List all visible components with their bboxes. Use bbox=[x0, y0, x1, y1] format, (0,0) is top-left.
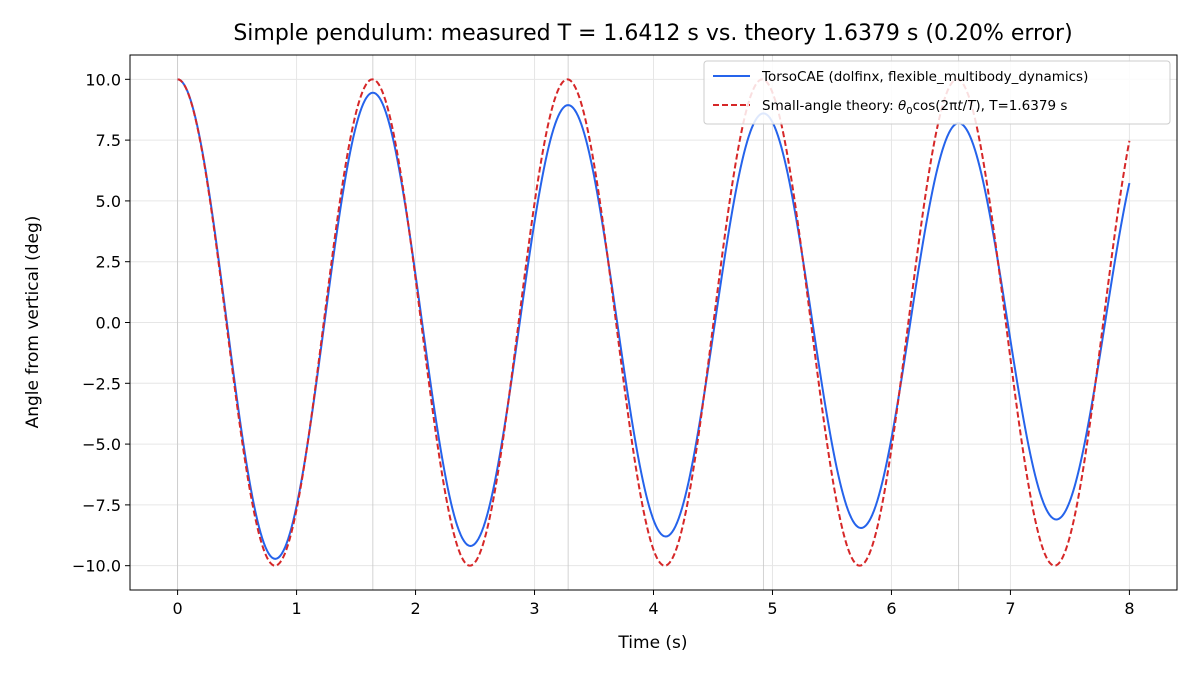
legend-label-theory: Small-angle theory: θ0cos(2πt/T), T=1.63… bbox=[762, 98, 1067, 117]
y-tick-label: 2.5 bbox=[96, 253, 121, 272]
series-layer bbox=[177, 78, 1131, 567]
chart-title: Simple pendulum: measured T = 1.6412 s v… bbox=[233, 21, 1072, 46]
x-tick-label: 1 bbox=[291, 599, 301, 618]
y-axis: 10.0 7.5 5.0 2.5 0.0 −2.5 −5.0 −7.5 −10.0 bbox=[72, 70, 130, 576]
x-tick-label: 6 bbox=[886, 599, 896, 618]
y-tick-label: −7.5 bbox=[82, 496, 121, 515]
x-tick-label: 2 bbox=[410, 599, 420, 618]
x-tick-label: 8 bbox=[1124, 599, 1134, 618]
x-tick-label: 5 bbox=[767, 599, 777, 618]
series-line-theory bbox=[177, 78, 1131, 567]
legend: TorsoCAE (dolfinx, flexible_multibody_dy… bbox=[703, 60, 1171, 125]
y-tick-label: 0.0 bbox=[96, 314, 121, 333]
legend-label-simulation: TorsoCAE (dolfinx, flexible_multibody_dy… bbox=[761, 69, 1088, 85]
x-tick-label: 4 bbox=[648, 599, 658, 618]
x-tick-label: 7 bbox=[1005, 599, 1015, 618]
x-tick-label: 3 bbox=[529, 599, 539, 618]
x-axis: 0 1 2 3 4 5 6 7 8 bbox=[172, 590, 1135, 618]
y-tick-label: −10.0 bbox=[72, 557, 121, 576]
y-tick-label: 5.0 bbox=[96, 192, 121, 211]
y-tick-label: 7.5 bbox=[96, 131, 121, 150]
y-tick-label: −2.5 bbox=[82, 374, 121, 393]
legend-box bbox=[703, 60, 1171, 125]
y-axis-label: Angle from vertical (deg) bbox=[23, 216, 43, 429]
x-axis-label: Time (s) bbox=[617, 633, 687, 653]
y-tick-label: 10.0 bbox=[85, 70, 121, 89]
x-tick-label: 0 bbox=[172, 599, 182, 618]
y-tick-label: −5.0 bbox=[82, 435, 121, 454]
series-line-simulation bbox=[177, 78, 1131, 560]
